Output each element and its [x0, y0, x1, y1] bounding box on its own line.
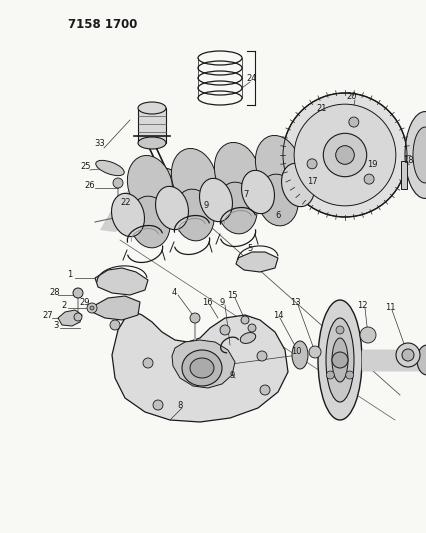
Circle shape [401, 349, 413, 361]
Text: 1: 1 [67, 270, 72, 279]
Text: 6: 6 [275, 211, 280, 220]
Circle shape [322, 133, 366, 177]
Text: 7158 1700: 7158 1700 [68, 18, 137, 31]
Text: 16: 16 [201, 297, 212, 306]
Ellipse shape [291, 341, 307, 369]
Text: 9: 9 [219, 297, 224, 306]
Circle shape [359, 327, 375, 343]
Circle shape [256, 351, 266, 361]
Polygon shape [400, 161, 406, 189]
Circle shape [306, 159, 317, 169]
Circle shape [348, 117, 358, 127]
Text: 13: 13 [289, 297, 299, 306]
Text: 11: 11 [384, 303, 394, 311]
Circle shape [219, 325, 230, 335]
Ellipse shape [111, 193, 144, 237]
Ellipse shape [173, 189, 214, 241]
Polygon shape [172, 340, 234, 388]
Text: 8: 8 [177, 400, 182, 409]
Circle shape [110, 320, 120, 330]
Text: 10: 10 [290, 348, 301, 357]
Ellipse shape [240, 333, 255, 343]
Circle shape [294, 104, 395, 206]
Ellipse shape [257, 174, 297, 226]
Ellipse shape [199, 179, 232, 222]
Text: 24: 24 [246, 74, 256, 83]
Ellipse shape [153, 168, 173, 178]
Polygon shape [138, 108, 166, 143]
Text: 15: 15 [226, 290, 237, 300]
Text: 26: 26 [84, 181, 95, 190]
Ellipse shape [95, 160, 124, 175]
Ellipse shape [325, 318, 353, 402]
Ellipse shape [416, 345, 426, 375]
Text: 19: 19 [366, 159, 376, 168]
Circle shape [325, 371, 334, 379]
Ellipse shape [404, 111, 426, 198]
Circle shape [335, 146, 354, 164]
Ellipse shape [138, 102, 166, 114]
Text: 28: 28 [49, 287, 60, 296]
Ellipse shape [171, 149, 216, 207]
Circle shape [395, 343, 419, 367]
Text: 21: 21 [316, 103, 326, 112]
Text: 3: 3 [53, 320, 58, 329]
Text: 29: 29 [80, 297, 90, 306]
Ellipse shape [127, 156, 172, 214]
Ellipse shape [317, 300, 361, 420]
Circle shape [90, 306, 94, 310]
Text: 9: 9 [229, 370, 234, 379]
Polygon shape [95, 268, 148, 295]
Ellipse shape [331, 338, 347, 382]
Ellipse shape [412, 127, 426, 183]
Ellipse shape [214, 142, 259, 201]
Polygon shape [90, 296, 140, 320]
Circle shape [259, 385, 269, 395]
Circle shape [308, 346, 320, 358]
Polygon shape [236, 252, 277, 272]
Polygon shape [100, 158, 324, 232]
Text: 14: 14 [272, 311, 282, 319]
Polygon shape [112, 310, 287, 422]
Circle shape [143, 358, 153, 368]
Text: 5: 5 [247, 244, 252, 253]
Circle shape [335, 326, 343, 334]
Text: 18: 18 [402, 156, 412, 165]
Ellipse shape [241, 171, 274, 214]
Ellipse shape [138, 137, 166, 149]
Ellipse shape [281, 163, 314, 207]
Text: 27: 27 [43, 311, 53, 320]
Ellipse shape [130, 196, 170, 248]
Text: 7: 7 [243, 190, 248, 198]
Text: 9: 9 [203, 200, 208, 209]
Circle shape [73, 288, 83, 298]
Circle shape [87, 303, 97, 313]
Ellipse shape [190, 358, 213, 378]
Ellipse shape [255, 135, 300, 195]
Circle shape [331, 352, 347, 368]
Text: 22: 22 [121, 198, 131, 206]
Text: 20: 20 [346, 92, 357, 101]
Ellipse shape [155, 187, 188, 230]
Polygon shape [58, 310, 82, 326]
Circle shape [74, 313, 82, 321]
Text: 2: 2 [61, 301, 66, 310]
Circle shape [248, 324, 256, 332]
Text: 17: 17 [306, 176, 317, 185]
Text: 33: 33 [95, 139, 105, 148]
Text: 4: 4 [171, 287, 176, 296]
Circle shape [113, 178, 123, 188]
Circle shape [282, 93, 406, 217]
Circle shape [240, 316, 248, 324]
Ellipse shape [181, 350, 222, 386]
Circle shape [190, 313, 199, 323]
Ellipse shape [216, 182, 256, 234]
Circle shape [345, 371, 353, 379]
Circle shape [363, 174, 373, 184]
Text: 12: 12 [356, 301, 366, 310]
Circle shape [153, 400, 163, 410]
Text: 25: 25 [81, 161, 91, 171]
